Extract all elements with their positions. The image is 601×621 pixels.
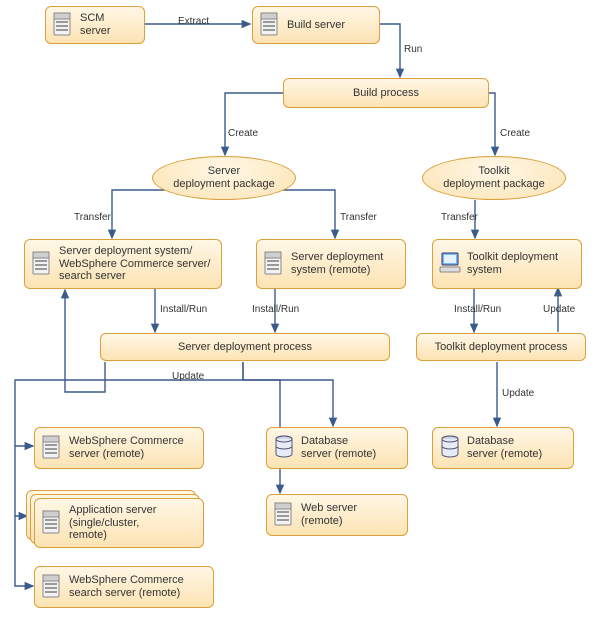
server-icon bbox=[273, 501, 295, 529]
server-icon bbox=[259, 11, 281, 39]
search-label: WebSphere Commerce search server (remote… bbox=[69, 574, 184, 599]
node-build-server: Build server bbox=[252, 6, 380, 44]
srvdep-rem-label: Server deployment system (remote) bbox=[291, 251, 383, 276]
edge-create1: Create bbox=[228, 128, 258, 139]
db-icon bbox=[273, 434, 295, 462]
db1-label: Database server (remote) bbox=[301, 435, 376, 460]
srvdep-local-label: Server deployment system/ WebSphere Comm… bbox=[59, 245, 210, 283]
node-web-server: Web server (remote) bbox=[266, 494, 408, 536]
server-icon bbox=[41, 434, 63, 462]
node-toolkit-process: Toolkit deployment process bbox=[416, 333, 586, 361]
edge-instrun2: Install/Run bbox=[252, 304, 299, 315]
build-label: Build server bbox=[287, 19, 345, 32]
node-app-server: Application server (single/cluster, remo… bbox=[34, 498, 204, 548]
node-search-server: WebSphere Commerce search server (remote… bbox=[34, 566, 214, 608]
node-server-deploy-remote: Server deployment system (remote) bbox=[256, 239, 406, 289]
db-icon bbox=[439, 434, 461, 462]
node-server-process: Server deployment process bbox=[100, 333, 390, 361]
node-toolkit-deploy: Toolkit deployment system bbox=[432, 239, 582, 289]
node-wcs-remote: WebSphere Commerce server (remote) bbox=[34, 427, 204, 469]
wcs-label: WebSphere Commerce server (remote) bbox=[69, 435, 184, 460]
edge-update2: Update bbox=[502, 388, 534, 399]
workstation-icon bbox=[439, 250, 461, 278]
tkpkg-label: Toolkit deployment package bbox=[443, 165, 545, 190]
edge-run: Run bbox=[404, 44, 422, 55]
edge-update1: Update bbox=[172, 371, 204, 382]
server-icon bbox=[31, 250, 53, 278]
edge-transfer2: Transfer bbox=[340, 212, 377, 223]
scm-label: SCM server bbox=[80, 12, 138, 37]
node-db1: Database server (remote) bbox=[266, 427, 408, 469]
node-db2: Database server (remote) bbox=[432, 427, 574, 469]
edge-create2: Create bbox=[500, 128, 530, 139]
node-server-deploy-local: Server deployment system/ WebSphere Comm… bbox=[24, 239, 222, 289]
server-icon bbox=[41, 573, 63, 601]
tkproc-label: Toolkit deployment process bbox=[435, 341, 568, 354]
edge-instrun3: Install/Run bbox=[454, 304, 501, 315]
node-scm-server: SCM server bbox=[45, 6, 145, 44]
buildproc-label: Build process bbox=[353, 87, 419, 100]
db2-label: Database server (remote) bbox=[467, 435, 542, 460]
srvpkg-label: Server deployment package bbox=[173, 165, 275, 190]
tkdep-label: Toolkit deployment system bbox=[467, 251, 558, 276]
server-icon bbox=[263, 250, 285, 278]
appsrv-label: Application server (single/cluster, remo… bbox=[69, 504, 156, 542]
edge-instrun1: Install/Run bbox=[160, 304, 207, 315]
srvproc-label: Server deployment process bbox=[178, 341, 312, 354]
server-icon bbox=[52, 11, 74, 39]
edge-extract: Extract bbox=[178, 16, 209, 27]
node-server-pkg: Server deployment package bbox=[152, 156, 296, 200]
edge-transfer3: Transfer bbox=[441, 212, 478, 223]
edge-update3: Update bbox=[543, 304, 575, 315]
node-build-process: Build process bbox=[283, 78, 489, 108]
edge-transfer1: Transfer bbox=[74, 212, 111, 223]
node-toolkit-pkg: Toolkit deployment package bbox=[422, 156, 566, 200]
web-label: Web server (remote) bbox=[301, 502, 357, 527]
server-icon bbox=[41, 509, 63, 537]
